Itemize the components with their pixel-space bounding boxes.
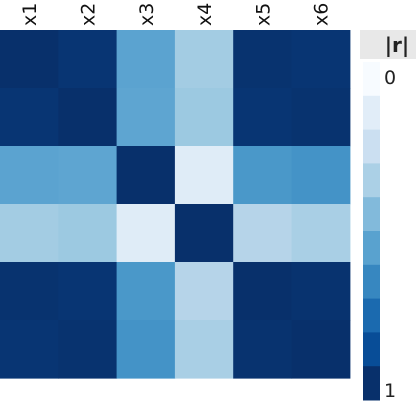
heatmap-cell-x4-x2: [58, 204, 118, 263]
heatmap-cell-x2-x6: [291, 88, 351, 147]
heatmap-cell-x2-x3: [116, 88, 176, 147]
heatmap-cell-x6-x3: [116, 320, 176, 379]
heatmap-cell-x5-x2: [58, 262, 118, 321]
colorbar-step-10: [363, 366, 380, 401]
heatmap-cell-x4-x1: [0, 204, 59, 263]
heatmap-cell-x2-x1: [0, 88, 59, 147]
heatmap-cell-x1-x4: [174, 30, 234, 89]
heatmap-cell-x4-x3: [116, 204, 176, 263]
heatmap-cell-x6-x4: [174, 320, 234, 379]
heatmap-cell-x1-x2: [58, 30, 118, 89]
colorbar-step-3: [363, 129, 380, 164]
colorbar-steps: [363, 62, 380, 401]
heatmap-cell-x6-x2: [58, 320, 118, 379]
colorbar-max-label: 1: [384, 380, 396, 402]
colorbar-title: |r|: [385, 33, 409, 57]
colorbar-step-7: [363, 264, 380, 300]
heatmap-cell-x2-x2: [58, 88, 118, 147]
colorbar-step-5: [363, 197, 380, 232]
colorbar-title-background: [360, 30, 416, 59]
colorbar-step-6: [363, 231, 380, 266]
heatmap-cell-x1-x3: [116, 30, 176, 89]
heatmap-cell-x6-x6: [291, 320, 351, 379]
x-tick-labels: x1 x2 x3 x4 x5 x6: [19, 3, 333, 26]
colorbar-step-9: [363, 332, 380, 367]
heatmap-cell-x6-x1: [0, 320, 59, 379]
heatmap-cell-x3-x3: [116, 146, 176, 205]
heatmap-cell-x4-x6: [291, 204, 351, 263]
heatmap-cell-x5-x3: [116, 262, 176, 321]
x-tick-label-x6: x6: [311, 3, 333, 26]
heatmap-cell-x2-x5: [233, 88, 293, 147]
heatmap-cell-x5-x6: [291, 262, 351, 321]
x-tick-label-x2: x2: [77, 3, 99, 26]
heatmap-cell-x5-x4: [174, 262, 234, 321]
x-tick-label-x1: x1: [19, 3, 41, 26]
colorbar-step-1: [363, 62, 380, 97]
heatmap-cell-x4-x5: [233, 204, 293, 263]
heatmap-cell-x5-x1: [0, 262, 59, 321]
heatmap-cell-x6-x5: [233, 320, 293, 379]
colorbar-step-4: [363, 163, 380, 198]
heatmap-cell-x3-x2: [58, 146, 118, 205]
heatmap-cell-x4-x4: [174, 204, 234, 263]
heatmap-cell-x5-x5: [233, 262, 293, 321]
heatmap-cell-x2-x4: [174, 88, 234, 147]
x-tick-label-x3: x3: [136, 3, 158, 26]
colorbar: |r| 0 1: [360, 30, 416, 402]
colorbar-min-label: 0: [384, 67, 396, 89]
x-tick-label-x5: x5: [252, 3, 274, 26]
colorbar-step-2: [363, 95, 380, 131]
heatmap-cell-x1-x6: [291, 30, 351, 89]
heatmap-cell-x3-x6: [291, 146, 351, 205]
heatmap-cell-x1-x1: [0, 30, 59, 89]
heatmap-cells: [0, 30, 351, 379]
x-tick-label-x4: x4: [194, 3, 216, 26]
heatmap-cell-x3-x4: [174, 146, 234, 205]
colorbar-step-8: [363, 298, 380, 333]
heatmap-cell-x3-x1: [0, 146, 59, 205]
heatmap-cell-x3-x5: [233, 146, 293, 205]
heatmap-cell-x1-x5: [233, 30, 293, 89]
